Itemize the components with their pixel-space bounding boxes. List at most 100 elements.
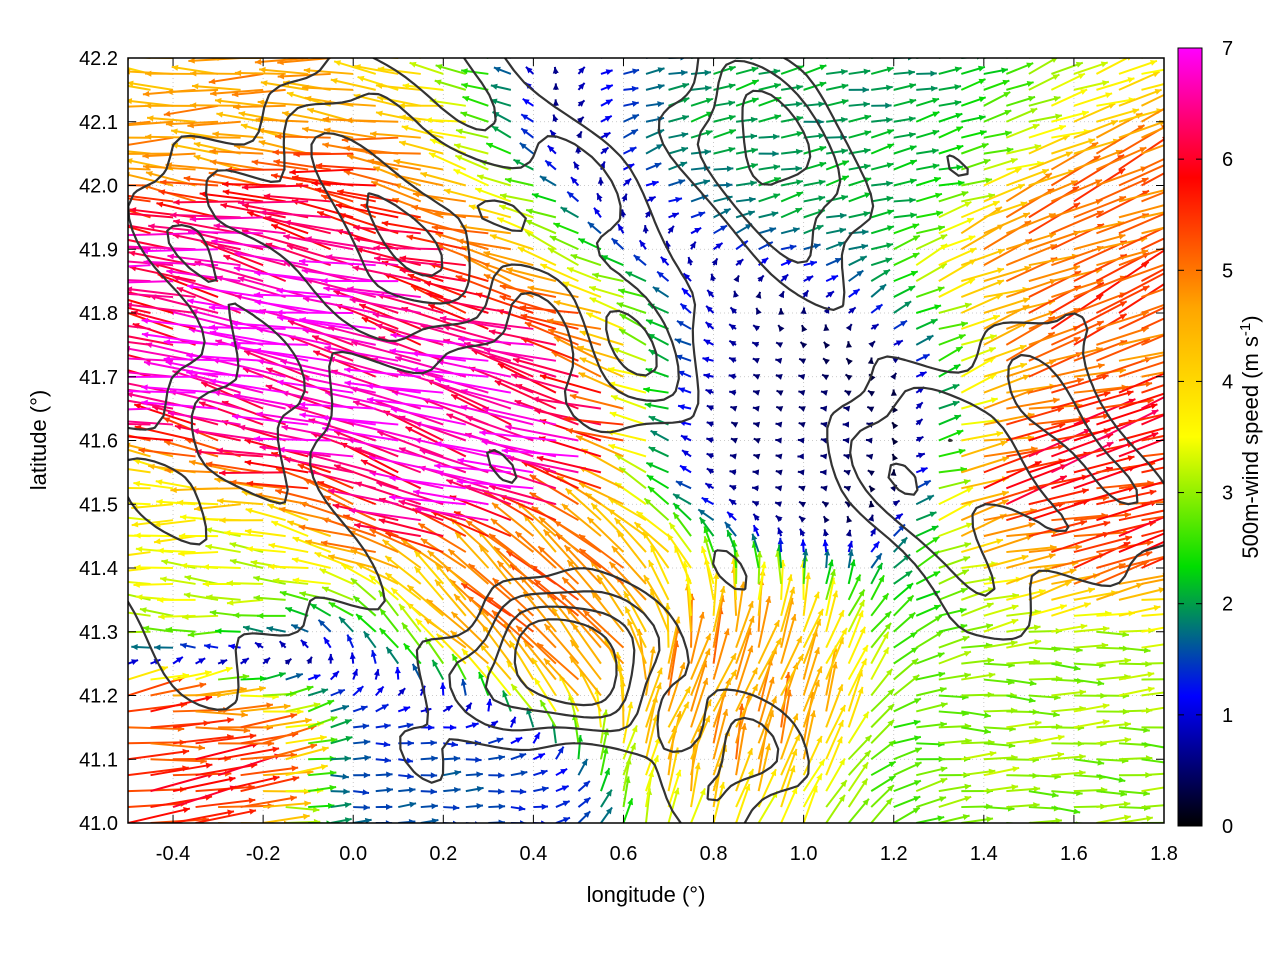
wind-vector [824,548,831,569]
wind-vector [600,806,613,823]
wind-vector [961,538,1004,554]
wind-vector [893,658,919,681]
wind-vector [915,570,941,585]
wind-vector [1141,557,1164,569]
wind-vector [262,717,312,729]
wind-vector [1118,686,1155,697]
wind-vector [797,469,805,476]
wind-vector [375,723,391,730]
wind-vector [1051,753,1086,761]
wind-vector [554,58,556,59]
wind-vector [666,533,692,569]
wind-vector [1006,720,1042,729]
wind-vector [751,500,760,507]
y-tick-label: 41.7 [79,367,118,389]
wind-vector [378,589,400,617]
wind-vector [1118,605,1161,617]
wind-vector [532,731,541,744]
wind-vector [780,713,799,760]
wind-vector [555,785,570,793]
wind-vector [893,779,922,793]
wind-vector [915,604,942,617]
wind-vector [847,549,854,569]
wind-vector [1096,736,1132,745]
wind-vector [434,579,467,617]
wind-vector [672,502,692,521]
wind-vector [938,814,970,823]
wind-vector [216,447,286,458]
wind-vector [1141,598,1164,601]
wind-vector [1141,786,1164,793]
wind-vector [1141,662,1164,665]
wind-vector [413,550,445,585]
wind-vector [285,702,321,713]
wind-vector [893,570,913,585]
wind-vector [507,455,579,474]
wind-vector [983,766,1020,777]
wind-vector [870,668,894,697]
wind-vector [446,413,512,442]
wind-vector [938,795,972,809]
wind-vector [447,548,490,585]
wind-vector [893,536,908,553]
wind-vector [690,633,712,680]
wind-vector [285,746,329,761]
wind-vector [555,816,571,823]
wind-vector [330,755,351,762]
wind-vector [330,801,352,809]
wind-vector [847,761,869,792]
wind-vector [531,58,534,59]
wind-vector [623,590,647,633]
wind-vector [1096,582,1144,601]
wind-vector [262,656,271,665]
wind-vector [871,58,876,59]
wind-vector [542,529,580,569]
wind-vector [893,674,920,697]
wind-vector [961,657,995,665]
wind-vector [1118,587,1164,601]
wind-vector [845,529,852,537]
wind-vector [464,484,534,506]
wind-vector [712,708,729,760]
wind-vector [780,748,798,792]
wind-vector [128,216,129,218]
wind-vector [192,428,264,442]
x-axis-title: longitude (°) [587,882,706,907]
wind-vector [397,706,411,713]
wind-vector [752,524,760,537]
wind-vector [291,557,331,569]
wind-vector [566,607,602,649]
wind-vector [253,594,286,601]
wind-vector [229,479,286,490]
wind-vector [1118,532,1164,553]
wind-vector [802,773,823,808]
wind-vector [846,515,853,523]
wind-vector [758,58,764,59]
wind-vector [577,780,591,792]
wind-vector [1141,480,1164,490]
wind-vector [150,742,206,751]
wind-vector [645,682,662,728]
wind-vector [323,636,332,649]
wind-vector [464,702,473,712]
wind-vector [890,469,897,476]
wind-vector [613,517,647,553]
wind-vector [355,613,377,633]
wind-vector [1141,758,1164,764]
wind-vector [443,786,461,794]
wind-vector [590,591,625,633]
wind-vector [1141,529,1164,538]
wind-vector [490,517,535,553]
wind-vector [285,764,328,777]
wind-vector [240,795,297,809]
wind-vector [330,788,350,795]
wind-vector [195,710,248,718]
wind-vector [915,652,945,665]
wind-vector [128,343,129,345]
wind-vector [478,671,490,696]
x-tick-label: 1.0 [790,843,818,865]
wind-vector [1051,806,1081,815]
wind-vector [453,593,490,633]
wind-vector [244,528,286,538]
wind-vector [780,574,793,617]
